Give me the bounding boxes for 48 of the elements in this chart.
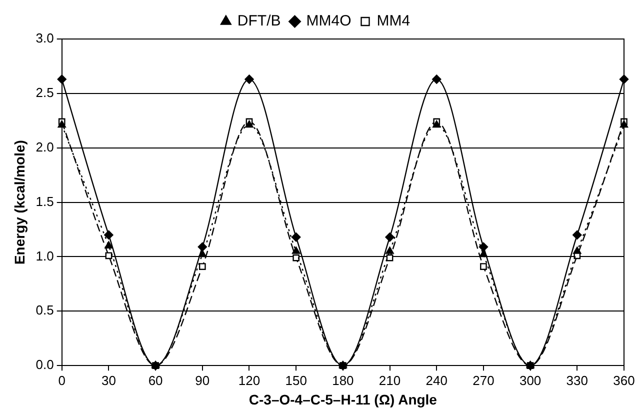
point bbox=[573, 246, 582, 254]
y-tick-label: 1.5 bbox=[36, 194, 54, 209]
point bbox=[198, 250, 206, 258]
point bbox=[198, 263, 206, 270]
point bbox=[58, 120, 66, 128]
legend-label: MM4O bbox=[306, 12, 352, 30]
point bbox=[244, 74, 254, 84]
x-tick-label: 360 bbox=[613, 372, 635, 388]
y-tick-label: 2.5 bbox=[36, 85, 54, 100]
point bbox=[386, 246, 394, 254]
point bbox=[198, 242, 208, 252]
x-axis-title: C-3–O-4–C-5–H-11 (Ω) Angle bbox=[248, 391, 438, 408]
y-axis-title: Energy (kcal/mole) bbox=[11, 140, 28, 265]
legend-label: MM4 bbox=[376, 12, 410, 30]
point bbox=[479, 250, 488, 258]
y-tick-label: 0.0 bbox=[36, 357, 54, 372]
x-tick-label: 330 bbox=[566, 372, 588, 388]
x-tick-label: 120 bbox=[238, 372, 260, 388]
point bbox=[292, 246, 300, 254]
point bbox=[245, 120, 254, 128]
y-tick-label: 0.5 bbox=[36, 302, 54, 318]
point bbox=[478, 242, 488, 252]
y-tick-label: 3.0 bbox=[36, 30, 54, 46]
x-tick-label: 300 bbox=[519, 372, 542, 388]
x-tick-label: 210 bbox=[378, 372, 401, 388]
x-tick-label: 90 bbox=[195, 372, 210, 388]
point bbox=[432, 74, 442, 84]
x-tick-label: 150 bbox=[285, 372, 307, 388]
x-tick-label: 270 bbox=[472, 372, 494, 388]
x-tick-label: 240 bbox=[426, 372, 448, 388]
y-tick-label: 2.0 bbox=[36, 139, 54, 154]
x-tick-label: 180 bbox=[332, 372, 354, 388]
point bbox=[572, 230, 582, 240]
point bbox=[292, 254, 300, 262]
x-tick-label: 30 bbox=[101, 372, 116, 388]
point bbox=[104, 241, 113, 248]
point bbox=[385, 232, 394, 242]
x-tick-label: 0 bbox=[58, 372, 66, 388]
point bbox=[291, 232, 301, 242]
y-tick-label: 1.0 bbox=[36, 248, 54, 264]
point bbox=[105, 252, 112, 260]
point bbox=[480, 263, 487, 270]
x-tick-label: 60 bbox=[148, 372, 163, 388]
point bbox=[104, 230, 114, 240]
legend-label: DFT/B bbox=[237, 12, 281, 30]
point bbox=[57, 74, 66, 84]
point bbox=[386, 254, 394, 262]
point bbox=[432, 120, 441, 128]
